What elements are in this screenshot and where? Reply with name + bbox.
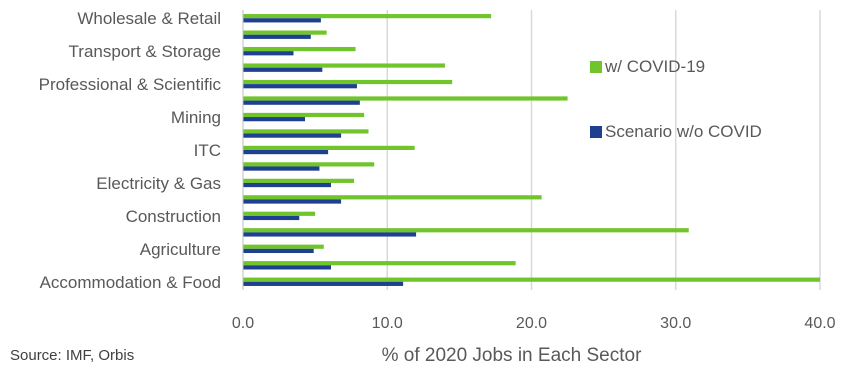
bar-with-covid bbox=[243, 261, 516, 266]
x-axis-label: % of 2020 Jobs in Each Sector bbox=[382, 345, 642, 366]
bar-without-covid bbox=[243, 18, 321, 23]
bar-without-covid bbox=[243, 117, 306, 122]
bar-without-covid bbox=[243, 199, 342, 204]
legend-label: Scenario w/o COVID bbox=[605, 122, 762, 141]
source-note: Source: IMF, Orbis bbox=[10, 347, 135, 364]
x-tick-label: 20.0 bbox=[516, 315, 547, 332]
bar-without-covid bbox=[243, 265, 331, 270]
bar-with-covid bbox=[243, 211, 316, 216]
category-label: Transport & Storage bbox=[69, 42, 221, 61]
category-label: Mining bbox=[171, 108, 221, 127]
bar-without-covid bbox=[243, 166, 320, 171]
bar-with-covid bbox=[243, 96, 568, 101]
bar-without-covid bbox=[243, 51, 294, 56]
x-tick-label: 30.0 bbox=[660, 315, 691, 332]
category-labels: Wholesale & Retail Transport & Storage Pro… bbox=[39, 9, 222, 292]
category-label: ITC bbox=[194, 141, 221, 160]
bar-with-covid bbox=[243, 79, 453, 85]
bar-with-covid bbox=[243, 145, 415, 150]
bar-with-covid bbox=[243, 30, 327, 35]
x-tick-label: 40.0 bbox=[804, 315, 835, 332]
bar-without-covid bbox=[243, 133, 342, 138]
bar-without-covid bbox=[243, 232, 417, 237]
legend-swatch bbox=[590, 126, 602, 138]
x-tick-label: 0.0 bbox=[232, 315, 254, 332]
bar-with-covid bbox=[243, 277, 820, 282]
bar-with-covid bbox=[243, 112, 365, 118]
bar-without-covid bbox=[243, 150, 329, 155]
legend-swatch bbox=[590, 61, 602, 73]
category-label: Electricity & Gas bbox=[96, 174, 221, 193]
bar-without-covid bbox=[243, 84, 357, 89]
category-label: Construction bbox=[126, 207, 221, 226]
x-tick-label: 10.0 bbox=[372, 315, 403, 332]
category-label: Professional & Scientific bbox=[39, 75, 222, 94]
legend: w/ COVID-19 Scenario w/o COVID bbox=[590, 57, 762, 141]
bar-with-covid bbox=[243, 195, 542, 200]
bar-with-covid bbox=[243, 178, 355, 183]
bar-with-covid bbox=[243, 129, 369, 134]
bar-with-covid bbox=[243, 244, 324, 249]
legend-label: w/ COVID-19 bbox=[604, 57, 705, 76]
category-label: Accommodation & Food bbox=[40, 273, 221, 292]
bar-with-covid bbox=[243, 228, 689, 233]
category-label: Wholesale & Retail bbox=[77, 9, 221, 28]
bar-without-covid bbox=[243, 215, 300, 221]
bar-without-covid bbox=[243, 67, 323, 72]
bar-with-covid bbox=[243, 46, 356, 52]
bar-with-covid bbox=[243, 14, 492, 19]
category-label: Agriculture bbox=[140, 240, 221, 259]
x-tick-labels: 0.0 10.0 20.0 30.0 40.0 bbox=[232, 315, 836, 332]
bar-without-covid bbox=[243, 182, 331, 188]
bar-without-covid bbox=[243, 100, 360, 105]
grid-lines bbox=[386, 10, 821, 290]
bars bbox=[243, 14, 820, 286]
bar-with-covid bbox=[243, 63, 445, 68]
bar-with-covid bbox=[243, 162, 375, 167]
bar-without-covid bbox=[243, 281, 404, 286]
bar-without-covid bbox=[243, 248, 314, 254]
bar-without-covid bbox=[243, 34, 311, 39]
